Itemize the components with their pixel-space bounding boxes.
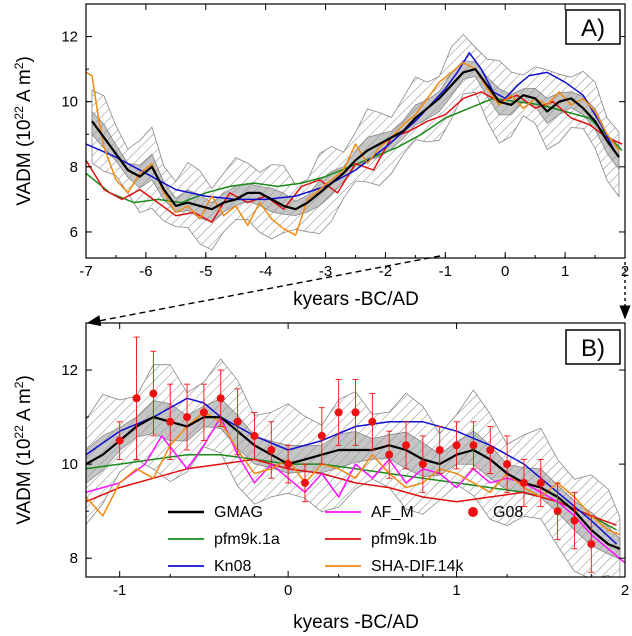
y-tick-label: 8 <box>70 550 78 567</box>
g08-point <box>519 478 528 487</box>
g08-point <box>267 446 276 454</box>
y-tick-label: 8 <box>70 159 78 176</box>
g08-point <box>216 394 225 403</box>
g08-point <box>503 460 512 469</box>
y-tick-label: 12 <box>61 29 78 46</box>
y-tick-label: 10 <box>61 456 78 473</box>
g08-point <box>418 460 427 469</box>
legend-label-pfm9k-1a: pfm9k.1a <box>214 531 280 548</box>
x-tick-label: -2 <box>379 263 392 280</box>
panel-b-frame <box>85 322 626 578</box>
panel-b-series <box>86 336 625 573</box>
x-tick-label: -1 <box>113 582 126 599</box>
panel-a-inner-band <box>91 59 620 223</box>
g08-point <box>587 540 596 549</box>
x-tick-label: -6 <box>139 263 152 280</box>
g08-point <box>486 446 495 454</box>
panel-a-tag: A) <box>581 15 605 42</box>
y-tick-label: 10 <box>61 94 78 111</box>
gmag-line <box>91 67 620 211</box>
panel-a-ylabel: VADM (1022 A m2) <box>12 56 35 206</box>
g08-point <box>250 431 259 440</box>
panel-a-xlabel: kyears -BC/AD <box>293 289 419 310</box>
g08-point <box>233 417 242 426</box>
g08-point <box>368 417 377 426</box>
panel-b-xlabel: kyears -BC/AD <box>293 612 419 633</box>
legend-marker-g08 <box>468 507 478 517</box>
x-tick-label: 0 <box>501 263 509 280</box>
legend-label-af-m: AF_M <box>371 504 414 521</box>
g08-point <box>435 446 444 454</box>
x-tick-label: 1 <box>561 263 569 280</box>
g08-point <box>402 441 411 450</box>
x-tick-label: 0 <box>284 582 292 599</box>
pfm9k-1b-line <box>86 458 617 527</box>
pfm9k-1a-line <box>86 97 623 204</box>
g08-point <box>183 413 192 422</box>
panel-a-series <box>86 52 623 236</box>
g08-point <box>385 450 394 459</box>
g08-point <box>469 441 478 450</box>
x-tick-label: -4 <box>259 263 272 280</box>
sha-dif-14k-line <box>86 411 621 536</box>
g08-point <box>452 441 461 450</box>
g08-point <box>317 431 326 440</box>
g08-point <box>132 394 141 403</box>
legend-label-pfm9k-1b: pfm9k.1b <box>371 531 437 548</box>
g08-point <box>166 417 175 426</box>
y-tick-label: 12 <box>61 362 78 379</box>
x-tick-label: -5 <box>199 263 212 280</box>
g08-point <box>570 516 579 525</box>
x-tick-label: 1 <box>452 582 460 599</box>
x-tick-label: -3 <box>319 263 332 280</box>
g08-point <box>300 478 309 487</box>
g08-point <box>149 389 158 398</box>
legend-label-g08: G08 <box>493 504 523 521</box>
gmag-line <box>86 416 621 550</box>
g08-point <box>115 436 124 445</box>
legend-label-sha-dif-14k: SHA-DIF.14k <box>371 558 464 575</box>
panel-a-uncertainty-band <box>91 33 620 251</box>
x-tick-label: -7 <box>79 263 92 280</box>
x-tick-label: 2 <box>621 582 629 599</box>
g08-point <box>199 408 208 417</box>
panel-a-outer-band <box>91 33 620 251</box>
legend: GMAG AF_M G08 pfm9k.1a pfm9k.1b Kn08 SHA-DIF.1… <box>168 504 523 575</box>
pfm9k-1b-line <box>86 91 623 223</box>
y-tick-label: 6 <box>70 224 78 241</box>
g08-point <box>334 408 343 417</box>
x-tick-label: 2 <box>621 263 629 280</box>
g08-point <box>536 478 545 487</box>
legend-label-gmag: GMAG <box>214 504 263 521</box>
panel-b-tag-box <box>565 329 621 365</box>
kn08-line <box>86 52 617 201</box>
g08-point <box>553 507 562 516</box>
panel-b-tag: B) <box>581 335 605 362</box>
g08-point <box>284 460 293 469</box>
x-tick-label: -1 <box>439 263 452 280</box>
panel-a-tag-box <box>565 9 621 45</box>
legend-label-kn08: Kn08 <box>214 558 251 575</box>
g08-point <box>351 408 360 417</box>
panel-b-ylabel: VADM (1022 A m2) <box>12 375 35 525</box>
